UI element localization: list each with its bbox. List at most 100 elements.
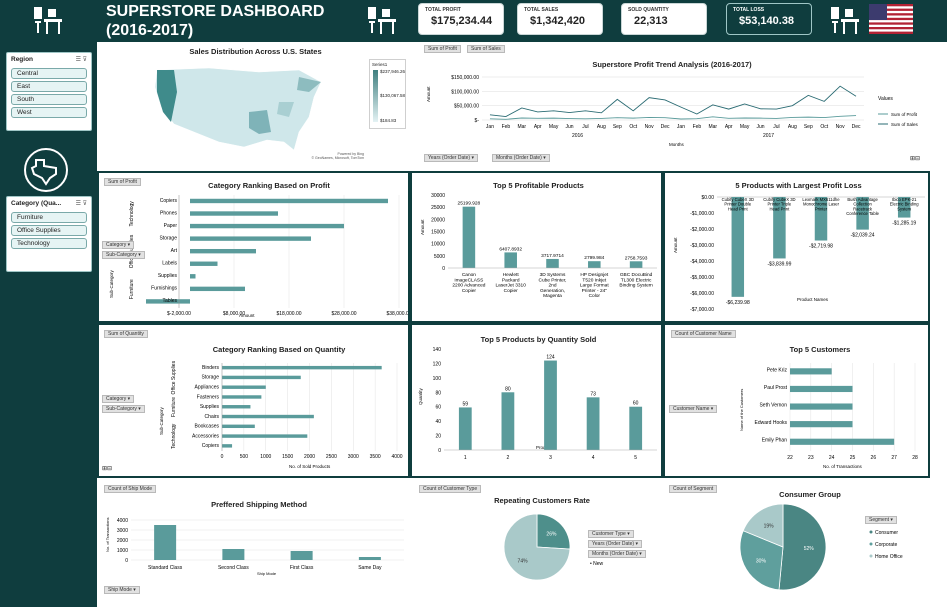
filter-label: Category [106,396,127,402]
filter-label: Years (Order Date) [592,541,635,547]
product-label: Hewlett Packard LaserJet 3310 Copier [495,272,526,294]
filter-label: Sub-Category [106,406,137,412]
y-tick-label: 100 [433,376,442,382]
data-label: 2799.984 [584,255,604,261]
slicer-item-south[interactable]: South [11,94,87,105]
x-tick-label: 4000 [391,454,402,460]
legend-swatch [869,554,873,558]
map-credit: Powered by Bing © GeoNames, Microsoft, T… [311,152,365,160]
data-label: 3717.9714 [541,253,564,259]
category-label: Labels [162,261,177,267]
x-tick-label: Jul [773,124,779,130]
filter-label: Months (Order Date) [496,155,542,161]
bar [588,261,601,268]
bar [190,286,245,292]
segment-filter[interactable]: Segment ▾ [865,516,897,524]
data-label: 2758.7593 [625,255,648,261]
map-panel: Sales Distribution Across U.S. States Se… [97,42,410,171]
years-order-date-filter[interactable]: Years (Order Date) ▾ [588,540,642,548]
top-quantity-chart: Quantity Products 0204060801001201405918… [418,347,657,461]
slicer-clear-filter-icon[interactable]: ☰ ⊽ [75,201,87,207]
x-tick-label: 23 [808,455,814,461]
bar [222,549,245,560]
slicer-item-furniture[interactable]: Furniture [11,212,87,223]
x-tick-label: 1 [464,455,467,461]
sum-of-profit-button[interactable]: Sum of Profit [104,178,141,186]
slicer-item-office-supplies[interactable]: Office Supplies [11,225,87,236]
x-tick-label: $28,000.00 [331,311,356,317]
x-tick-label: Jun [757,124,765,130]
kpi-total-sales: TOTAL SALES $1,342,420 [517,3,603,35]
shipping-title: Preffered Shipping Method [211,500,307,509]
largest-loss-panel: 5 Products with Largest Profit Loss Amou… [663,171,930,323]
top-customers-panel: Count of Customer Name Top 5 Customers N… [663,323,930,478]
category-label: Supplies [200,404,220,410]
expand-collapse-icon[interactable]: ⊞⊟ [910,156,921,162]
y-tick-label: $150,000.00 [451,75,479,81]
category-filter[interactable]: Category ▾ [102,395,135,403]
consumer-group-panel: Count of Segment Consumer Group 52% 30% 19… [663,478,930,607]
top-profitable-chart: Amount 0 5000 10000 15000 20000 25000 30000 251… [420,193,657,299]
bar [546,258,559,268]
years-order-date-filter[interactable]: Years (Order Date) ▾ [424,154,478,162]
sub-category-filter[interactable]: Sub-Category ▾ [102,405,145,413]
bar [222,375,301,380]
profit-rank-y-axis-title: Sub-Category [109,269,114,298]
customer-type-filter[interactable]: Customer Type ▾ [588,530,634,538]
sub-category-filter[interactable]: Sub-Category ▾ [102,251,145,259]
pie-slice [536,513,571,550]
count-segment-button[interactable]: Count of Segment [669,485,718,493]
x-tick-label: $8,000.00 [223,311,245,317]
top-qty-y-axis-title: Quantity [418,387,423,405]
slicer-item-west[interactable]: West [11,107,87,118]
map-title: Sales Distribution Across U.S. States [189,47,322,56]
us-map [154,67,322,151]
top-customers-chart: Name of the Customers No. of Transaction… [739,363,918,469]
pie-data-label: 30% [756,558,767,564]
sum-of-sales-filter[interactable]: Sum of Sales [467,45,505,53]
bar [190,236,311,241]
pie-legend-new: • New [590,561,604,567]
product-label: Canon imageCLASS 2200 Advanced Copier [452,272,485,294]
customer-label: Emily Phan [762,438,788,444]
count-customer-type-button[interactable]: Count of Customer Type [419,485,482,493]
x-tick-label: 2500 [326,454,337,460]
repeating-customers-panel: Count of Customer Type Repeating Custome… [410,478,663,607]
x-tick-label: 26 [871,455,877,461]
trend-chart: Amount Months Values $- $50,000.00 $100,00… [426,75,919,147]
ship-mode-filter[interactable]: Ship Mode ▾ [104,586,140,594]
category-filter[interactable]: Category ▾ [102,241,135,249]
y-tick-label: 0 [442,266,445,272]
category-label: Copiers [202,443,220,449]
data-label: 73 [590,391,596,397]
slicer-item-technology[interactable]: Technology [11,238,87,249]
x-tick-label: Apr [725,124,733,130]
months-order-date-filter[interactable]: Months (Order Date) ▾ [492,154,550,162]
count-ship-mode-button[interactable]: Count of Ship Mode [104,485,157,493]
expand-collapse-icon[interactable]: ⊞⊟ [102,466,113,472]
category-label: Fasteners [197,394,220,400]
count-customer-name-button[interactable]: Count of Customer Name [671,330,736,338]
kpi-value: 22,313 [634,15,668,27]
slicer-clear-filter-icon[interactable]: ☰ ⊽ [75,57,87,63]
bar [222,444,233,448]
bar [814,197,828,241]
legend-swatch [869,530,873,534]
y-tick-label: -$6,000.00 [690,291,714,297]
map-legend-min: $184.83 [380,118,397,123]
profit-ranking-panel: Sum of Profit Category Ranking Based on … [97,171,410,323]
y-tick-label: 40 [435,419,441,425]
slicer-item-central[interactable]: Central [11,68,87,79]
y-tick-label: 25000 [431,205,445,211]
sum-of-profit-filter[interactable]: Sum of Profit [424,45,461,53]
office-desk-icon [831,7,859,34]
x-tick-label: Aug [597,124,606,130]
months-order-date-filter[interactable]: Months (Order Date) ▾ [588,550,646,558]
sum-of-quantity-button[interactable]: Sum of Quantity [104,330,148,338]
customer-name-filter[interactable]: Customer Name ▾ [669,405,718,413]
series-line-profit [489,115,857,120]
category-label: Storage [159,235,177,241]
region-slicer: Region ☰ ⊽ Central East South West [6,52,92,131]
bar [586,397,600,450]
slicer-item-east[interactable]: East [11,81,87,92]
